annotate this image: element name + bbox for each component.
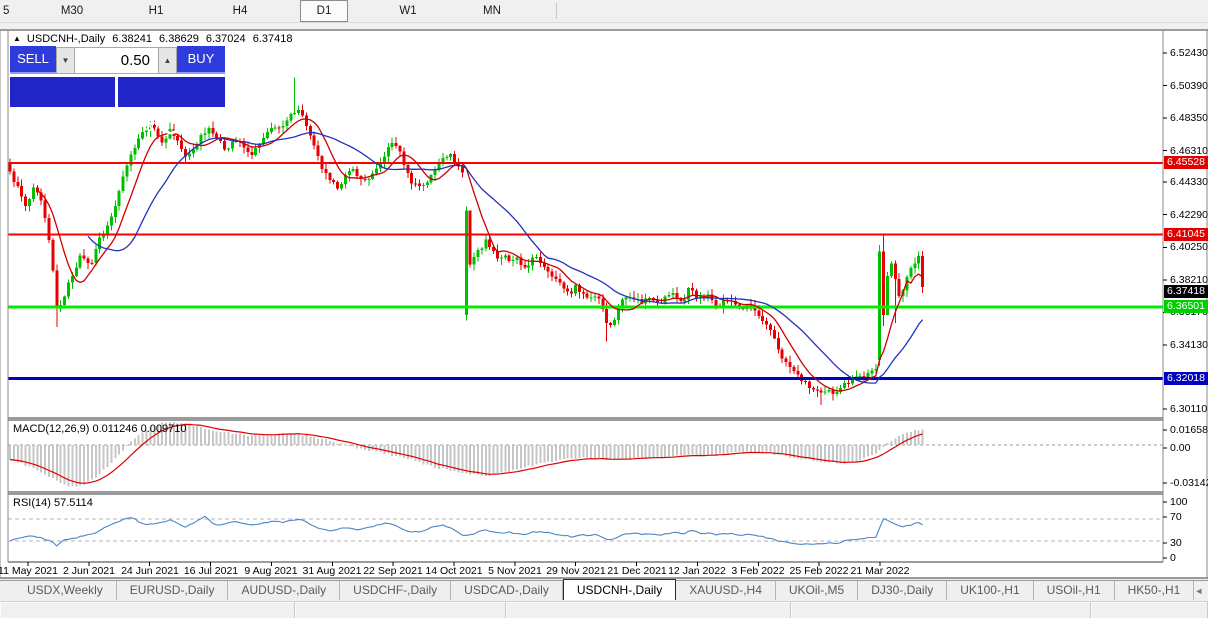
date-axis-label: 12 Jan 2022 (668, 565, 726, 577)
chart-tab-audusd-daily[interactable]: AUDUSD-,Daily (228, 581, 341, 600)
macd-indicator-label: MACD(12,26,9) 0.011246 0.009710 (13, 423, 187, 435)
timeframe-button-M30[interactable]: M30 (60, 5, 84, 17)
chart-tab-hk50-h1[interactable]: HK50-,H1 (1115, 581, 1195, 600)
price-axis-label: 6.42290 (1170, 209, 1208, 221)
price-axis-label: 6.30110 (1170, 403, 1208, 415)
chart-tab-xauusd-h4[interactable]: XAUUSD-,H4 (676, 581, 776, 600)
timeframe-button-5[interactable]: 5 (3, 5, 10, 17)
price-axis-label: 6.46310 (1170, 145, 1208, 157)
tab-scroll-left-icon[interactable]: ◄ (1194, 585, 1204, 596)
price-axis-badge: 6.36501 (1164, 300, 1208, 313)
date-axis-label: 11 May 2021 (0, 565, 58, 577)
price-axis-label: 6.48350 (1170, 112, 1208, 124)
price-axis-label: 6.34130 (1170, 339, 1208, 351)
rsi-axis-label: 30 (1170, 537, 1182, 549)
price-axis-badge: 6.45528 (1164, 156, 1208, 169)
chart-ohlc-header: ▲ USDCNH-,Daily 6.38241 6.38629 6.37024 6… (13, 33, 296, 45)
status-bar-cell (295, 602, 506, 618)
sell-button[interactable]: SELL (10, 46, 56, 74)
buy-button[interactable]: BUY (177, 46, 225, 74)
status-bar-cell (506, 602, 792, 618)
chart-symbol-period: USDCNH-,Daily (26, 33, 106, 45)
rsi-axis-label: 0 (1170, 552, 1176, 564)
date-axis-label: 21 Mar 2022 (850, 565, 910, 577)
timeframe-button-D1[interactable]: D1 (300, 0, 348, 22)
rsi-indicator-label: RSI(14) 57.5114 (13, 497, 93, 509)
timeframe-button-H1[interactable]: H1 (148, 5, 164, 17)
ohlc-open: 6.38241 (112, 33, 152, 45)
price-axis-badge: 6.32018 (1164, 372, 1208, 385)
status-bar-cell (791, 602, 1092, 618)
date-axis-label: 25 Feb 2022 (789, 565, 849, 577)
date-axis-label: 29 Nov 2021 (546, 565, 606, 577)
timeframe-toolbar: 5 M30 H1 H4 D1 W1 MN (0, 0, 1208, 23)
ohlc-low: 6.37024 (205, 33, 246, 45)
macd-axis-label: 0.00 (1170, 442, 1191, 454)
ohlc-high: 6.38629 (159, 33, 199, 45)
buy-price-panel[interactable]: 6.37 67 2 (118, 77, 225, 140)
chart-tab-uk100-h1[interactable]: UK100-,H1 (947, 581, 1034, 600)
chart-tab-usdcad-daily[interactable]: USDCAD-,Daily (451, 581, 563, 600)
one-click-trading-widget: 6.37 41 8 6.37 67 2 SELL BUY ▼ ▲ (10, 46, 225, 140)
one-click-collapse-icon[interactable]: ▲ (13, 34, 21, 43)
date-axis-label: 3 Feb 2022 (731, 565, 785, 577)
sell-price-panel[interactable]: 6.37 41 8 (10, 77, 115, 140)
date-axis-label: 31 Aug 2021 (302, 565, 362, 577)
chart-tab-ukoil-m5[interactable]: UKOil-,M5 (776, 581, 859, 600)
volume-increase-button[interactable]: ▲ (158, 47, 177, 74)
chart-tab-dj30-daily[interactable]: DJ30-,Daily (858, 581, 948, 600)
date-axis-label: 14 Oct 2021 (425, 565, 483, 577)
status-bar-cell (0, 602, 296, 618)
date-axis-label: 22 Sep 2021 (363, 565, 423, 577)
toolbar-separator (556, 3, 557, 19)
price-axis-label: 6.44330 (1170, 176, 1208, 188)
buy-price-sup: 2 (199, 109, 209, 126)
date-axis-label: 21 Dec 2021 (607, 565, 667, 577)
status-bar-cell (1091, 602, 1208, 618)
rsi-axis-label: 70 (1170, 511, 1182, 523)
macd-axis-label: 0.016586 (1170, 424, 1208, 436)
sell-price-prefix: 6.37 (25, 119, 52, 134)
date-axis-label: 16 Jul 2021 (183, 565, 239, 577)
timeframe-button-MN[interactable]: MN (483, 5, 501, 17)
chart-tab-usdcnh-daily[interactable]: USDCNH-,Daily (562, 579, 677, 600)
price-axis-label: 6.40250 (1170, 241, 1208, 253)
chart-tab-bar: USDX,Weekly EURUSD-,Daily AUDUSD-,Daily USD… (0, 579, 1208, 600)
date-axis-label: 24 Jun 2021 (121, 565, 179, 577)
macd-axis-label: -0.031421 (1170, 477, 1208, 489)
date-axis-label: 2 Jun 2021 (63, 565, 115, 577)
tab-scroll-arrows: ◄► (1194, 586, 1208, 596)
price-axis-badge: 6.37418 (1164, 285, 1208, 298)
price-axis-label: 6.50390 (1170, 80, 1208, 92)
sell-price-sup: 8 (90, 109, 100, 126)
price-axis-label: 6.38210 (1170, 274, 1208, 286)
price-axis-badge: 6.41045 (1164, 228, 1208, 241)
chart-tab-usdchf-daily[interactable]: USDCHF-,Daily (340, 581, 452, 600)
chart-tab-usdx-weekly[interactable]: USDX,Weekly (14, 581, 117, 600)
date-axis-label: 5 Nov 2021 (488, 565, 542, 577)
volume-decrease-button[interactable]: ▼ (56, 47, 75, 74)
chart-tab-eurusd-daily[interactable]: EURUSD-,Daily (117, 581, 229, 600)
buy-price-prefix: 6.37 (134, 119, 161, 134)
buy-price-big: 67 (161, 104, 199, 142)
ohlc-close: 6.37418 (252, 33, 293, 45)
date-axis-label: 9 Aug 2021 (244, 565, 298, 577)
price-axis-label: 6.52430 (1170, 47, 1208, 59)
rsi-axis-label: 100 (1170, 496, 1188, 508)
timeframe-button-H4[interactable]: H4 (232, 5, 248, 17)
chart-tab-usoil-h1[interactable]: USOil-,H1 (1034, 581, 1115, 600)
timeframe-button-W1[interactable]: W1 (399, 5, 417, 17)
sell-price-big: 41 (52, 104, 90, 142)
volume-input[interactable] (75, 47, 158, 74)
status-bar (0, 601, 1208, 618)
